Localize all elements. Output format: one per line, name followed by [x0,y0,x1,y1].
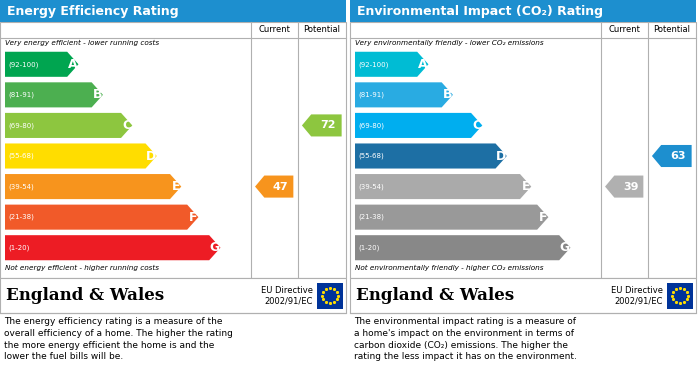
Text: Not environmentally friendly - higher CO₂ emissions: Not environmentally friendly - higher CO… [355,265,543,271]
Text: England & Wales: England & Wales [6,287,164,304]
Bar [667,283,693,308]
Text: D: D [146,149,156,163]
Text: Environmental Impact (CO₂) Rating: Environmental Impact (CO₂) Rating [357,5,603,18]
Bar [0,22,346,278]
Polygon shape [605,176,643,197]
Text: EU Directive
2002/91/EC: EU Directive 2002/91/EC [261,286,313,305]
Text: D: D [496,149,506,163]
Text: (1-20): (1-20) [8,244,29,251]
Text: (81-91): (81-91) [358,91,384,98]
Polygon shape [355,235,570,260]
Text: Potential: Potential [653,25,690,34]
Polygon shape [5,174,181,199]
Text: Very environmentally friendly - lower CO₂ emissions: Very environmentally friendly - lower CO… [355,40,544,46]
Text: Current: Current [258,25,290,34]
Text: (21-38): (21-38) [8,214,34,221]
Bar [0,0,346,22]
Text: England & Wales: England & Wales [356,287,514,304]
Text: The energy efficiency rating is a measure of the
overall efficiency of a home. T: The energy efficiency rating is a measur… [4,317,233,361]
Text: (92-100): (92-100) [358,61,388,68]
Text: The environmental impact rating is a measure of
a home's impact on the environme: The environmental impact rating is a mea… [354,317,577,361]
Text: (39-54): (39-54) [358,183,384,190]
Text: (1-20): (1-20) [358,244,379,251]
Bar [350,22,696,278]
Text: (55-68): (55-68) [8,153,34,159]
Text: (39-54): (39-54) [8,183,34,190]
Text: (81-91): (81-91) [8,91,34,98]
Text: (55-68): (55-68) [358,153,384,159]
Text: C: C [472,119,481,132]
Polygon shape [355,83,453,108]
Text: EU Directive
2002/91/EC: EU Directive 2002/91/EC [611,286,663,305]
Polygon shape [355,113,482,138]
Polygon shape [5,113,132,138]
Bar [350,278,696,313]
Polygon shape [5,52,78,77]
Text: Energy Efficiency Rating: Energy Efficiency Rating [7,5,178,18]
Text: E: E [522,180,530,193]
Text: 47: 47 [273,181,288,192]
Polygon shape [355,174,531,199]
Text: B: B [442,88,452,101]
Polygon shape [652,145,692,167]
Text: Current: Current [608,25,640,34]
Bar [350,0,696,22]
Polygon shape [5,235,220,260]
Text: E: E [172,180,180,193]
Text: 72: 72 [321,120,336,131]
Text: Very energy efficient - lower running costs: Very energy efficient - lower running co… [5,40,159,46]
Text: (92-100): (92-100) [8,61,38,68]
Polygon shape [355,143,507,169]
Polygon shape [5,143,157,169]
Polygon shape [302,115,342,136]
Text: 39: 39 [623,181,638,192]
Text: F: F [538,211,547,224]
Bar [0,278,346,313]
Text: A: A [418,58,428,71]
Text: B: B [92,88,102,101]
Polygon shape [5,204,198,230]
Polygon shape [355,52,428,77]
Text: G: G [210,241,220,254]
Polygon shape [355,204,548,230]
Text: (21-38): (21-38) [358,214,384,221]
Text: Potential: Potential [303,25,340,34]
Text: F: F [188,211,197,224]
Text: Not energy efficient - higher running costs: Not energy efficient - higher running co… [5,265,159,271]
Text: C: C [122,119,131,132]
Text: 63: 63 [671,151,686,161]
Bar [317,283,343,308]
Polygon shape [255,176,293,197]
Text: G: G [560,241,570,254]
Polygon shape [5,83,103,108]
Text: A: A [68,58,78,71]
Text: (69-80): (69-80) [8,122,34,129]
Text: (69-80): (69-80) [358,122,384,129]
